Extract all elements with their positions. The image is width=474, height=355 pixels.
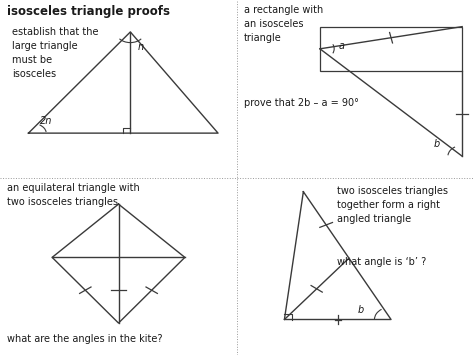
Text: an equilateral triangle with
two isosceles triangles: an equilateral triangle with two isoscel… xyxy=(7,183,140,207)
Text: prove that 2b – a = 90°: prove that 2b – a = 90° xyxy=(244,98,359,108)
Text: n: n xyxy=(137,42,144,52)
Text: 2n: 2n xyxy=(40,116,53,126)
Text: establish that the
large triangle
must be
isosceles: establish that the large triangle must b… xyxy=(12,27,98,78)
Text: isosceles triangle proofs: isosceles triangle proofs xyxy=(7,5,170,18)
Bar xyxy=(320,27,462,71)
Text: what angle is ‘b’ ?: what angle is ‘b’ ? xyxy=(337,257,426,267)
Text: b: b xyxy=(434,139,440,149)
Text: a: a xyxy=(339,41,345,51)
Text: two isosceles triangles
together form a right
angled triangle: two isosceles triangles together form a … xyxy=(337,186,447,224)
Text: b: b xyxy=(358,305,364,315)
Text: a rectangle with
an isosceles
triangle: a rectangle with an isosceles triangle xyxy=(244,5,323,43)
Text: what are the angles in the kite?: what are the angles in the kite? xyxy=(7,334,163,344)
